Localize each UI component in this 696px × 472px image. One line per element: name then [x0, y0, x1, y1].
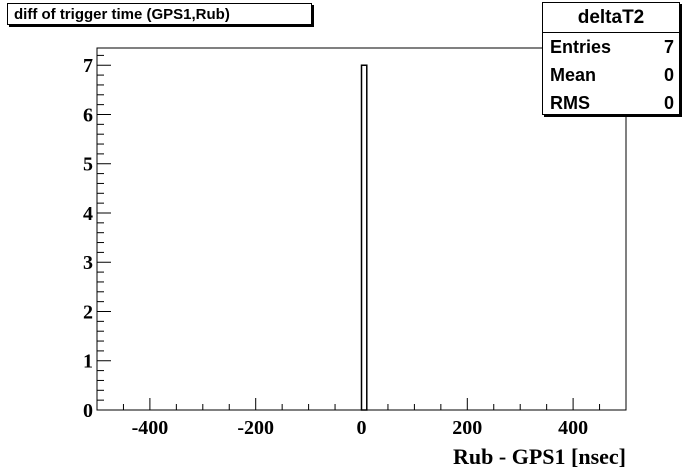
stats-value: 0: [663, 65, 674, 85]
stats-label: RMS: [550, 93, 590, 113]
y-tick-label: 6: [83, 104, 93, 126]
x-tick-label: -200: [237, 417, 274, 439]
stats-row-rms: RMS 0: [543, 89, 679, 117]
x-tick-label: 0: [357, 417, 367, 439]
stats-value: 7: [663, 37, 674, 57]
y-tick-label: 5: [83, 154, 93, 176]
x-tick-label: -400: [132, 417, 169, 439]
x-axis-ticks: [96, 398, 627, 410]
y-tick-label: 0: [83, 400, 93, 422]
x-axis-tick-labels: -400 -200 0 200 400: [132, 417, 589, 439]
y-axis-ticks: [97, 54, 111, 411]
x-axis-title: Rub - GPS1 [nsec]: [453, 444, 626, 469]
y-tick-label: 7: [83, 55, 93, 77]
stats-label: Mean: [550, 65, 597, 85]
stats-histogram-name: deltaT2: [543, 3, 679, 33]
histogram-bars: [360, 64, 368, 411]
histogram-title: diff of trigger time (GPS1,Rub): [7, 3, 312, 25]
stats-label: Entries: [550, 37, 612, 57]
histogram-bar: [360, 64, 368, 411]
stats-row-mean: Mean 0: [543, 61, 679, 89]
x-tick-label: 200: [452, 417, 482, 439]
stats-box: deltaT2 Entries 7 Mean 0 RMS 0: [542, 2, 680, 115]
stats-value: 0: [663, 93, 674, 113]
y-tick-label: 3: [83, 252, 93, 274]
stats-row-entries: Entries 7: [543, 33, 679, 61]
y-tick-label: 4: [83, 203, 93, 225]
y-tick-label: 1: [83, 351, 93, 373]
x-tick-label: 400: [558, 417, 588, 439]
y-axis-tick-labels: 0 1 2 3 4 5 6 7: [83, 55, 93, 422]
y-tick-label: 2: [83, 301, 93, 323]
